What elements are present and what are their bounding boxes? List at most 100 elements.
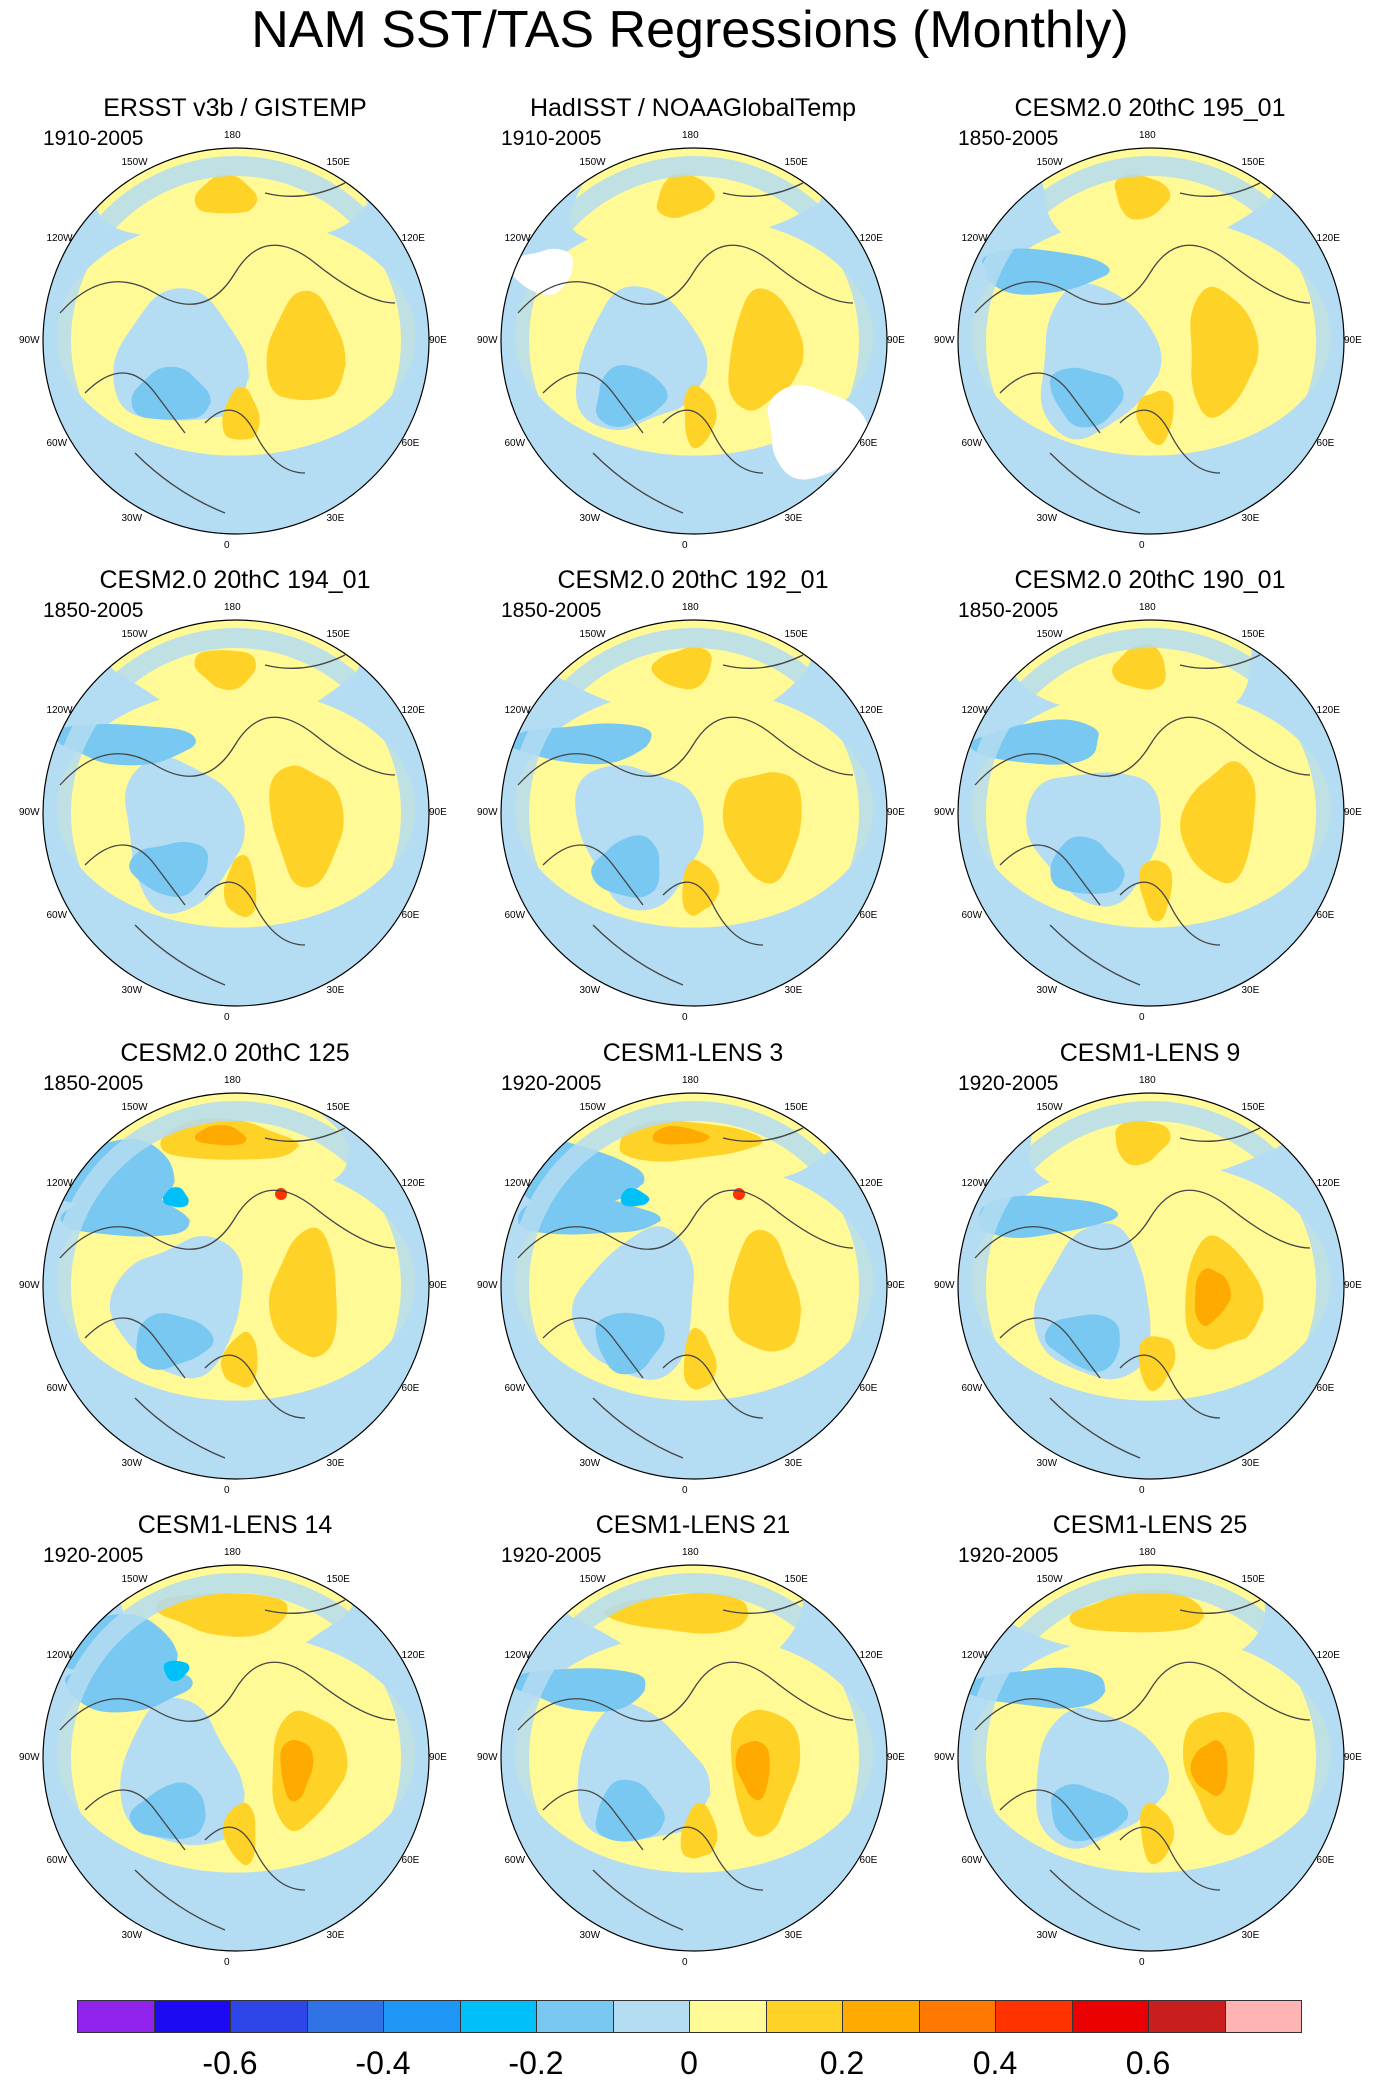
panel-title: CESM2.0 20thC 125 bbox=[120, 1039, 350, 1067]
field-layer bbox=[958, 620, 1344, 1006]
coastline bbox=[84, 1789, 186, 1851]
pacific-positive-peak bbox=[194, 1125, 248, 1146]
longitude-label: 120E bbox=[859, 1177, 883, 1189]
coastline bbox=[1179, 654, 1261, 669]
field-layer bbox=[501, 1565, 887, 1951]
atlantic-negative-core bbox=[595, 1312, 666, 1375]
eurasia-positive-core bbox=[269, 765, 347, 888]
polar-map bbox=[42, 1564, 430, 1952]
longitude-label: 30E bbox=[784, 512, 803, 524]
longitude-label: 30W bbox=[579, 1929, 601, 1941]
panel-title: CESM1-LENS 3 bbox=[602, 1039, 784, 1067]
coastline bbox=[204, 409, 306, 474]
atlantic-negative-core bbox=[595, 365, 671, 428]
map-panel: CESM2.0 20thC 190_01 1850-2005 180 150E 120E… bbox=[920, 565, 1380, 1040]
longitude-label: 60E bbox=[859, 1854, 878, 1866]
coastline bbox=[999, 844, 1101, 906]
polar-map bbox=[957, 147, 1345, 535]
longitude-label: 90E bbox=[1344, 1280, 1362, 1291]
map-panel: CESM2.0 20thC 125 1850-2005 180 150E 120E 90E… bbox=[5, 1038, 465, 1513]
panel-title: CESM2.0 20thC 192_01 bbox=[557, 566, 829, 594]
longitude-label: 120W bbox=[46, 704, 73, 716]
longitude-label: 150W bbox=[579, 157, 606, 169]
coastline bbox=[542, 1789, 644, 1851]
pacific-positive-core bbox=[194, 650, 258, 690]
longitude-label: 180 bbox=[1139, 1075, 1156, 1086]
panel-title: ERSST v3b / GISTEMP bbox=[103, 94, 367, 122]
colorbar-tick-label: 0 bbox=[680, 2045, 698, 2081]
longitude-label: 150W bbox=[121, 629, 148, 641]
field-layer bbox=[501, 620, 887, 1006]
coastline bbox=[999, 1317, 1101, 1379]
atlantic-negative-core bbox=[1050, 836, 1126, 894]
longitude-label: 120E bbox=[1316, 232, 1340, 244]
coastline bbox=[134, 924, 226, 986]
panel-period: 1920-2005 bbox=[958, 1544, 1059, 1567]
atlantic-negative-core bbox=[136, 1313, 218, 1370]
longitude-label: 30E bbox=[1241, 512, 1260, 524]
map-boundary bbox=[500, 619, 888, 1007]
longitude-label: 30E bbox=[1241, 984, 1260, 996]
coastline bbox=[517, 1189, 854, 1259]
longitude-label: 120W bbox=[46, 1649, 73, 1661]
colorbar-tick-label: -0.2 bbox=[508, 2045, 564, 2081]
coastline bbox=[999, 372, 1101, 434]
map-panel: CESM2.0 20thC 195_01 1850-2005 180 150E 120E… bbox=[920, 93, 1380, 568]
longitude-label: 0 bbox=[1139, 1012, 1145, 1023]
longitude-label: 150W bbox=[1036, 629, 1063, 641]
panel-period: 1850-2005 bbox=[501, 599, 602, 622]
field-layer bbox=[43, 620, 429, 1006]
longitude-label: 60W bbox=[46, 437, 68, 449]
longitude-label: 60E bbox=[859, 909, 878, 921]
coastline bbox=[264, 654, 346, 669]
polar-map bbox=[42, 619, 430, 1007]
longitude-label: 120E bbox=[401, 232, 425, 244]
longitude-label: 150E bbox=[326, 1102, 350, 1114]
panel-title: CESM2.0 20thC 195_01 bbox=[1014, 94, 1286, 122]
longitude-label: 60E bbox=[859, 437, 878, 449]
longitude-label: 150W bbox=[1036, 1102, 1063, 1114]
longitude-label: 90E bbox=[887, 335, 905, 346]
subtropical-ring bbox=[509, 628, 879, 998]
subtropical-ring bbox=[51, 156, 421, 526]
longitude-label: 120W bbox=[504, 232, 531, 244]
map-boundary bbox=[42, 1092, 430, 1480]
longitude-label: 60E bbox=[1316, 437, 1335, 449]
longitude-label: 0 bbox=[224, 1957, 230, 1968]
colorbar-swatch bbox=[1224, 2000, 1302, 2033]
pacific-negative-arc bbox=[65, 1667, 195, 1713]
coastline bbox=[517, 1661, 854, 1731]
map-panel: CESM1-LENS 25 1920-2005 180 150E 120E 90E 60E 3… bbox=[920, 1510, 1380, 1985]
subtropical-ring bbox=[966, 628, 1336, 998]
longitude-label: 30W bbox=[121, 1457, 143, 1469]
map-panel: CESM2.0 20thC 192_01 1850-2005 180 150E 120E… bbox=[463, 565, 923, 1040]
coastline bbox=[1119, 1354, 1221, 1419]
pacific-negative-arc bbox=[55, 723, 200, 766]
longitude-label: 60W bbox=[504, 909, 526, 921]
coastline bbox=[592, 1397, 684, 1459]
longitude-label: 150W bbox=[579, 629, 606, 641]
panel-title: HadISST / NOAAGlobalTemp bbox=[529, 94, 857, 122]
longitude-label: 150E bbox=[1241, 1574, 1265, 1586]
coastline bbox=[662, 1826, 764, 1891]
coastline bbox=[662, 409, 764, 474]
longitude-label: 120W bbox=[504, 704, 531, 716]
eurasia-positive-core bbox=[722, 772, 803, 884]
longitude-label: 90W bbox=[19, 1752, 40, 1763]
longitude-label: 90W bbox=[477, 807, 498, 818]
field-layer bbox=[501, 1093, 887, 1479]
coastline bbox=[542, 1317, 644, 1379]
eurasia-positive-peak bbox=[280, 1739, 314, 1802]
longitude-label: 180 bbox=[224, 1075, 241, 1086]
map-panel: ERSST v3b / GISTEMP 1910-2005 180 150E 120E 9… bbox=[5, 93, 465, 568]
coastline bbox=[542, 372, 644, 434]
colorbar-swatch bbox=[459, 2000, 537, 2033]
polar-map bbox=[500, 1092, 888, 1480]
longitude-label: 120W bbox=[961, 232, 988, 244]
atlantic-negative-core bbox=[129, 1782, 207, 1840]
longitude-label: 60W bbox=[504, 1854, 526, 1866]
pacific-positive-core bbox=[604, 1592, 749, 1634]
longitude-label: 180 bbox=[682, 1547, 699, 1558]
longitude-label: 60E bbox=[1316, 1382, 1335, 1394]
map-boundary bbox=[42, 1564, 430, 1952]
